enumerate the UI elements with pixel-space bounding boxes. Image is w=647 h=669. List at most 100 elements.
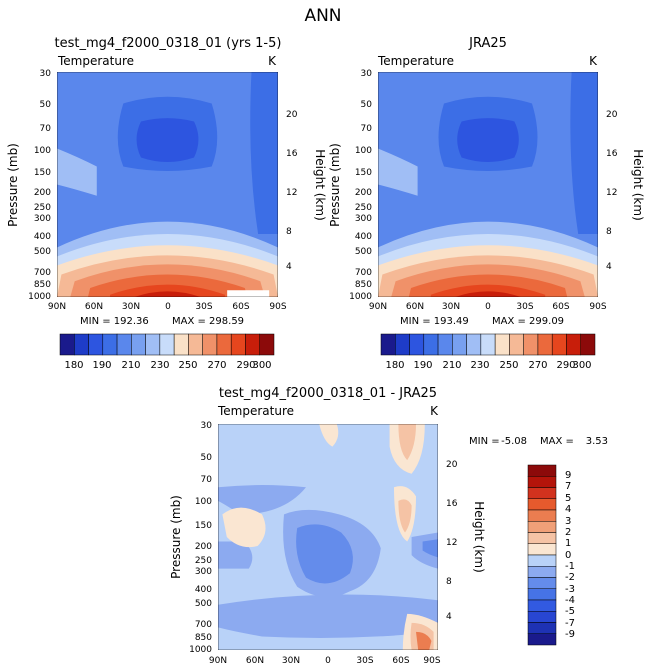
colorbar-swatch — [527, 498, 557, 511]
colorbar-swatch — [527, 599, 557, 612]
x-tick-90s: 90S — [589, 302, 606, 312]
colorbar-swatch — [202, 333, 218, 356]
colorbar-swatch — [527, 464, 557, 477]
panel-obs-max: MAX = 299.09 — [492, 316, 564, 327]
y-tick-70: 70 — [361, 124, 373, 134]
colorbar-swatch — [452, 333, 467, 356]
y-tick-200: 200 — [195, 542, 212, 552]
panel-diff-colorbar — [527, 464, 557, 646]
y2-tick-16: 16 — [446, 499, 458, 509]
colorbar-swatch — [527, 588, 557, 601]
panel-obs-x-ticks: 90N 60N 30N 0 30S 60S 90S — [369, 302, 607, 312]
y-tick-500: 500 — [195, 599, 212, 609]
y-tick-400: 400 — [355, 232, 372, 242]
x-tick-0: 0 — [165, 302, 171, 312]
colorbar-swatch — [409, 333, 425, 356]
panel-model-y-ticks: 30 50 70 100 150 200 250 300 400 500 700… — [28, 69, 51, 302]
panel-obs-units: K — [589, 54, 598, 68]
y-tick-150: 150 — [355, 168, 372, 178]
y-tick-500: 500 — [34, 247, 51, 257]
cbar1-label-180: 180 — [385, 360, 404, 371]
panel-diff: test_mg4_f2000_0318_01 - JRA25 Temperatu… — [169, 386, 608, 666]
colorbar-swatch — [523, 333, 539, 356]
y-tick-50: 50 — [40, 100, 52, 110]
colorbar-swatch — [102, 333, 118, 356]
colorbar-swatch — [480, 333, 496, 356]
colorbar-swatch — [527, 543, 557, 556]
y2-tick-8: 8 — [606, 227, 612, 237]
colorbar-swatch — [395, 333, 410, 356]
colorbar-swatch — [566, 333, 581, 356]
colorbar-swatch — [527, 509, 557, 522]
panel-model-max: MAX = 298.59 — [172, 316, 244, 327]
cbar2-label-9: 9 — [565, 470, 571, 481]
colorbar-swatch — [74, 333, 89, 356]
colorbar-swatch — [259, 333, 275, 356]
colorbar-swatch — [527, 554, 557, 567]
y-tick-300: 300 — [355, 214, 372, 224]
y2-tick-8: 8 — [286, 227, 292, 237]
colorbar-swatch — [230, 333, 246, 356]
y-tick-30: 30 — [201, 421, 213, 431]
colorbar-swatch — [527, 611, 557, 623]
y-tick-1000: 1000 — [349, 292, 372, 302]
panel-model-plot — [57, 72, 278, 297]
y2-tick-4: 4 — [606, 262, 612, 272]
colorbar-swatch — [245, 333, 260, 356]
y-tick-700: 700 — [34, 268, 51, 278]
panel-obs-min: MIN = 193.49 — [400, 316, 469, 327]
cbar2-label-3: 3 — [565, 516, 571, 527]
cbar1-label-300: 300 — [572, 360, 591, 371]
y-tick-850: 850 — [34, 280, 51, 290]
cbar1-label-210: 210 — [442, 360, 461, 371]
y-tick-300: 300 — [34, 214, 51, 224]
y2-tick-16: 16 — [286, 149, 298, 159]
x-tick-30s: 30S — [516, 302, 533, 312]
colorbar-swatch — [173, 333, 189, 356]
cbar0-label-300: 300 — [252, 360, 271, 371]
cbar1-label-230: 230 — [470, 360, 489, 371]
y-tick-300: 300 — [195, 567, 212, 577]
y-tick-250: 250 — [355, 203, 372, 213]
colorbar-swatch — [145, 333, 161, 356]
panel-model-min: MIN = 192.36 — [80, 316, 149, 327]
y-tick-70: 70 — [40, 124, 52, 134]
cbar1-label-190: 190 — [413, 360, 432, 371]
colorbar-swatch — [188, 333, 203, 356]
panel-model-x-ticks: 90N 60N 30N 0 30S 60S 90S — [48, 302, 287, 312]
x-tick-30s: 30S — [356, 656, 373, 666]
colorbar-swatch — [159, 333, 175, 356]
panel-diff-colorbar-labels: 9 7 5 4 3 2 1 0 -1 -2 -3 -4 -5 -7 -9 — [565, 470, 575, 640]
panel-model-y2label: Height (km) — [313, 149, 327, 220]
y-tick-50: 50 — [361, 100, 373, 110]
panel-model-ylabel: Pressure (mb) — [6, 143, 20, 227]
x-tick-60n: 60N — [246, 656, 264, 666]
cbar0-label-210: 210 — [121, 360, 140, 371]
cbar2-label-neg3: -3 — [565, 584, 575, 595]
panel-diff-ylabel: Pressure (mb) — [169, 495, 183, 579]
panel-obs-y2label: Height (km) — [631, 149, 645, 220]
y2-tick-8: 8 — [446, 577, 452, 587]
cbar2-label-neg2: -2 — [565, 572, 575, 583]
panel-diff-min-label: MIN = — [469, 436, 500, 447]
colorbar-swatch — [527, 476, 557, 488]
panel-diff-y-ticks: 30 50 70 100 150 200 250 300 400 500 700… — [189, 421, 212, 655]
panel-diff-max-label: MAX = — [540, 436, 574, 447]
colorbar-swatch — [509, 333, 524, 356]
cbar2-label-5: 5 — [565, 493, 571, 504]
panel-diff-plot — [218, 424, 438, 650]
cbar2-label-0: 0 — [565, 550, 571, 561]
cbar2-label-1: 1 — [565, 538, 571, 549]
cbar2-label-neg7: -7 — [565, 618, 575, 629]
y-tick-700: 700 — [195, 620, 212, 630]
y2-tick-20: 20 — [446, 460, 458, 470]
panel-obs: JRA25 Temperature K 90N 60N 30N 0 30S 60… — [328, 36, 645, 371]
panel-model-variable: Temperature — [57, 54, 134, 68]
x-tick-90n: 90N — [48, 302, 66, 312]
panel-obs-ylabel: Pressure (mb) — [328, 143, 342, 227]
y-tick-400: 400 — [34, 232, 51, 242]
y-tick-250: 250 — [34, 203, 51, 213]
y2-tick-12: 12 — [446, 538, 457, 548]
cbar0-label-190: 190 — [92, 360, 111, 371]
panel-model-title: test_mg4_f2000_0318_01 (yrs 1-5) — [55, 36, 282, 51]
